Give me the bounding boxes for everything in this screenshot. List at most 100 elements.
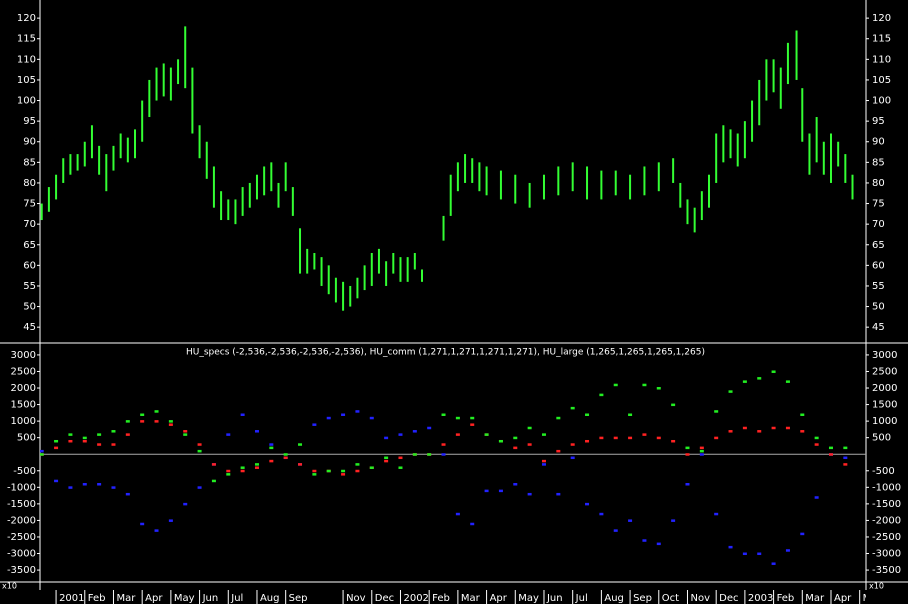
indicator-point xyxy=(570,456,575,460)
x-tick-label: Aug xyxy=(604,593,624,604)
indicator-point xyxy=(785,380,790,383)
indicator-point xyxy=(642,383,647,387)
indicator-point xyxy=(355,469,360,473)
indicator-point xyxy=(154,420,159,423)
y-tick-label: 2000 xyxy=(11,383,36,394)
indicator-point xyxy=(125,492,130,496)
indicator-point xyxy=(527,426,532,430)
indicator-point xyxy=(742,426,747,430)
indicator-point xyxy=(642,539,647,542)
indicator-point xyxy=(785,426,790,430)
indicator-point xyxy=(656,387,661,390)
x-tick-label: Mar xyxy=(461,593,481,604)
indicator-point xyxy=(556,449,561,453)
indicator-point xyxy=(742,380,747,383)
indicator-point xyxy=(326,416,331,420)
indicator-point xyxy=(211,479,216,483)
indicator-point xyxy=(843,446,848,450)
y-tick-label: 70 xyxy=(23,219,36,230)
y-tick-label: 100 xyxy=(17,96,36,107)
indicator-point xyxy=(771,562,776,565)
indicator-point xyxy=(369,466,374,469)
indicator-point xyxy=(613,383,618,387)
indicator-point xyxy=(197,449,202,453)
x-tick-label: Feb xyxy=(777,593,795,604)
indicator-point xyxy=(513,436,518,440)
indicator-point xyxy=(728,430,733,433)
y2-tick-label: -2000 xyxy=(872,515,901,526)
indicator-point xyxy=(455,416,460,420)
indicator-point xyxy=(40,453,44,456)
indicator-point xyxy=(283,453,288,456)
indicator-point xyxy=(814,443,819,446)
multiplier-label: x10 xyxy=(869,582,884,591)
plot-area: 2001 Feb Mar Apr May Jun Jul Aug Sep Nov Dec 2002 Fe… xyxy=(40,26,884,604)
indicator-point xyxy=(68,486,73,489)
indicator-point xyxy=(111,430,116,433)
indicator-point xyxy=(441,413,446,417)
indicator-point xyxy=(168,420,173,423)
y2-tick-label: 70 xyxy=(872,219,885,230)
indicator-point xyxy=(384,456,389,460)
indicator-point xyxy=(785,549,790,552)
y-tick-label: -3500 xyxy=(7,565,36,576)
indicator-point xyxy=(828,446,833,450)
indicator-point xyxy=(441,453,446,456)
y-tick-label: 2500 xyxy=(11,366,36,377)
indicator-point xyxy=(570,406,575,410)
indicator-point xyxy=(498,439,503,443)
indicator-point xyxy=(398,466,403,469)
y-tick-label: 105 xyxy=(17,75,36,86)
indicator-point xyxy=(312,473,317,476)
indicator-point xyxy=(54,446,59,450)
y-tick-label: 95 xyxy=(23,116,36,127)
indicator-point xyxy=(527,492,532,496)
indicator-point xyxy=(384,459,389,463)
indicator-point xyxy=(54,479,59,483)
indicator-point xyxy=(183,430,188,433)
y-tick-label: 85 xyxy=(23,157,36,168)
y-tick-label: 3000 xyxy=(11,350,36,361)
y-tick-label: 1500 xyxy=(11,400,36,411)
y2-tick-label: 110 xyxy=(872,54,891,65)
indicator-point xyxy=(54,439,59,443)
indicator-point xyxy=(814,496,819,499)
indicator-point xyxy=(455,512,460,516)
indicator-point xyxy=(240,413,245,417)
indicator-point xyxy=(168,519,173,522)
indicator-point xyxy=(843,463,848,466)
y-tick-label: 120 xyxy=(17,13,36,24)
indicator-point xyxy=(484,489,489,493)
indicator-point xyxy=(82,483,87,486)
indicator-point xyxy=(685,483,690,486)
y2-tick-label: 45 xyxy=(872,322,885,333)
indicator-point xyxy=(369,416,374,420)
y-tick-label: 80 xyxy=(23,178,36,189)
indicator-point xyxy=(599,393,604,397)
y-tick-label: 45 xyxy=(23,322,36,333)
indicator-point xyxy=(671,519,676,522)
indicator-point xyxy=(269,443,274,446)
indicator-point xyxy=(183,433,188,436)
indicator-point xyxy=(628,436,633,440)
indicator-point xyxy=(628,519,633,522)
indicator-point xyxy=(585,413,590,417)
indicator-point xyxy=(398,456,403,460)
indicator-point xyxy=(197,443,202,446)
x-tick-label: May xyxy=(863,593,884,604)
x-tick-label: Jun xyxy=(202,593,219,604)
x-tick-label: Jul xyxy=(230,593,243,604)
y2-tick-label: 95 xyxy=(872,116,885,127)
y-tick-label: 65 xyxy=(23,240,36,251)
indicator-point xyxy=(254,463,259,466)
y2-tick-label: 1500 xyxy=(872,400,897,411)
x-tick-label: Sep xyxy=(633,593,652,604)
y-tick-label: 115 xyxy=(17,34,36,45)
y-tick-label: 50 xyxy=(23,302,36,313)
indicator-point xyxy=(355,410,360,413)
y-tick-label: -1000 xyxy=(7,482,36,493)
indicator-point xyxy=(527,443,532,446)
y2-tick-label: -1500 xyxy=(872,499,901,510)
x-tick-label: Sep xyxy=(289,593,308,604)
indicator-point xyxy=(111,443,116,446)
